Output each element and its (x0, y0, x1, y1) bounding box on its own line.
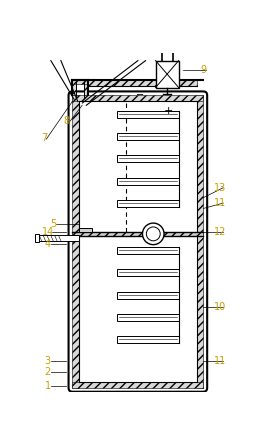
Text: 1: 1 (45, 381, 51, 391)
Text: 11: 11 (214, 356, 226, 366)
Circle shape (146, 227, 160, 241)
Text: 10: 10 (214, 302, 226, 312)
Bar (156, 60, 179, 88)
Text: 9: 9 (200, 65, 206, 75)
Text: 13: 13 (214, 183, 226, 193)
Bar (72, 80, 88, 85)
Text: 5: 5 (50, 219, 56, 229)
Text: 11: 11 (214, 198, 226, 208)
Text: 12: 12 (214, 227, 226, 236)
Bar (117, 292, 179, 299)
Bar (72, 80, 76, 95)
Bar (88, 80, 197, 86)
Text: −: − (136, 90, 144, 100)
Bar (197, 95, 203, 388)
Bar (72, 232, 203, 236)
Bar (117, 155, 179, 162)
Bar (35, 234, 39, 243)
Bar (117, 133, 179, 140)
Text: 8: 8 (63, 116, 69, 126)
Text: +: + (164, 106, 173, 116)
Bar (72, 382, 203, 388)
Bar (117, 247, 179, 254)
FancyBboxPatch shape (69, 91, 207, 392)
Text: 3: 3 (45, 356, 51, 366)
Text: 14: 14 (42, 227, 54, 236)
Bar (72, 95, 203, 101)
Bar (117, 314, 179, 321)
Bar (38, 235, 78, 241)
Bar (117, 336, 179, 343)
Circle shape (143, 223, 164, 245)
Text: 4: 4 (45, 239, 51, 249)
Bar (117, 269, 179, 276)
Text: 2: 2 (45, 367, 51, 377)
Bar (117, 178, 179, 185)
Bar (117, 200, 179, 207)
Bar (78, 228, 92, 232)
Text: 7: 7 (41, 133, 48, 142)
Bar (72, 95, 78, 388)
Bar (117, 111, 179, 118)
Bar (84, 80, 88, 95)
